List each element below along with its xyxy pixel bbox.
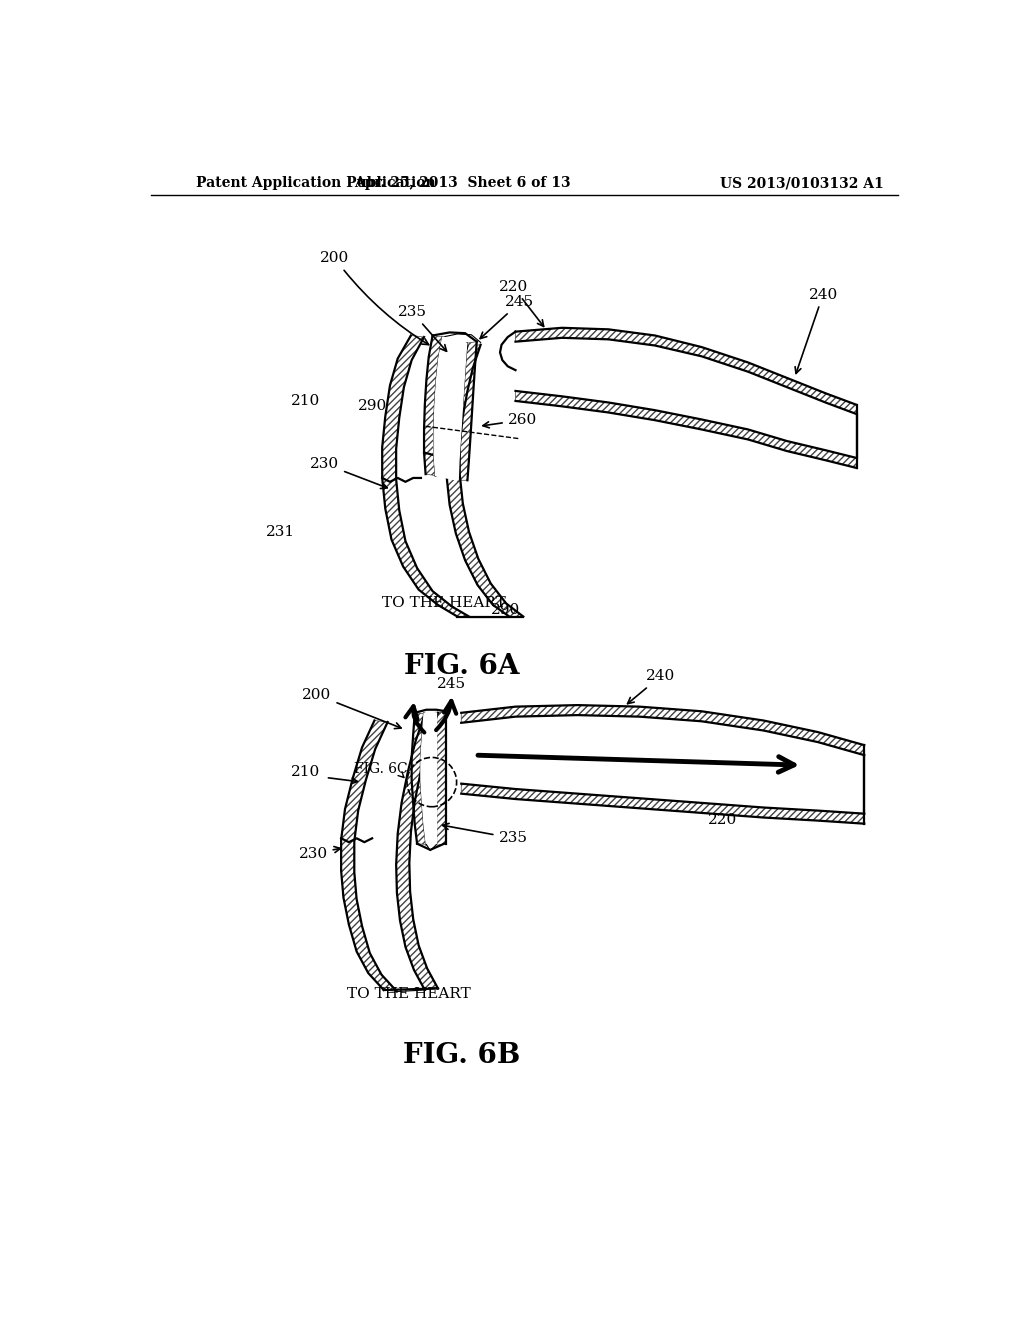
Polygon shape	[515, 327, 856, 414]
Polygon shape	[458, 342, 477, 480]
Text: TO THE HEART: TO THE HEART	[382, 595, 506, 610]
Text: 231: 231	[266, 525, 295, 539]
Text: 210: 210	[291, 393, 321, 408]
Polygon shape	[434, 337, 467, 480]
Polygon shape	[515, 391, 856, 469]
Text: 240: 240	[628, 669, 675, 704]
Polygon shape	[421, 713, 436, 845]
Text: 290: 290	[358, 399, 387, 413]
Text: 240: 240	[795, 288, 838, 374]
Text: Apr. 25, 2013  Sheet 6 of 13: Apr. 25, 2013 Sheet 6 of 13	[354, 176, 571, 190]
Text: 235: 235	[397, 305, 446, 351]
Text: US 2013/0103132 A1: US 2013/0103132 A1	[720, 176, 884, 190]
Text: 235: 235	[442, 824, 527, 845]
Text: 290: 290	[490, 603, 520, 618]
Text: FIG. 6A: FIG. 6A	[403, 653, 519, 680]
Polygon shape	[354, 714, 425, 991]
Text: 245: 245	[436, 677, 466, 692]
Text: 200: 200	[302, 688, 401, 729]
Polygon shape	[396, 713, 438, 990]
Text: FIG. 6C: FIG. 6C	[354, 762, 408, 776]
Text: 220: 220	[708, 813, 737, 826]
Polygon shape	[412, 713, 426, 845]
Polygon shape	[446, 345, 523, 616]
Polygon shape	[396, 337, 509, 616]
Text: FIG. 6B: FIG. 6B	[402, 1041, 520, 1069]
Text: Patent Application Publication: Patent Application Publication	[197, 176, 436, 190]
Text: 230: 230	[299, 846, 340, 861]
Polygon shape	[461, 705, 864, 755]
Polygon shape	[461, 784, 864, 824]
Polygon shape	[515, 338, 856, 458]
Text: 245: 245	[480, 296, 535, 338]
Text: 220: 220	[499, 280, 544, 326]
Text: 260: 260	[483, 413, 537, 428]
Text: 200: 200	[321, 251, 429, 345]
Polygon shape	[436, 711, 445, 845]
Text: 230: 230	[310, 457, 387, 488]
Text: TO THE HEART: TO THE HEART	[346, 987, 470, 1001]
Polygon shape	[424, 335, 442, 475]
Polygon shape	[461, 715, 864, 813]
Text: 210: 210	[291, 766, 321, 779]
Polygon shape	[382, 335, 469, 616]
Polygon shape	[341, 721, 397, 991]
